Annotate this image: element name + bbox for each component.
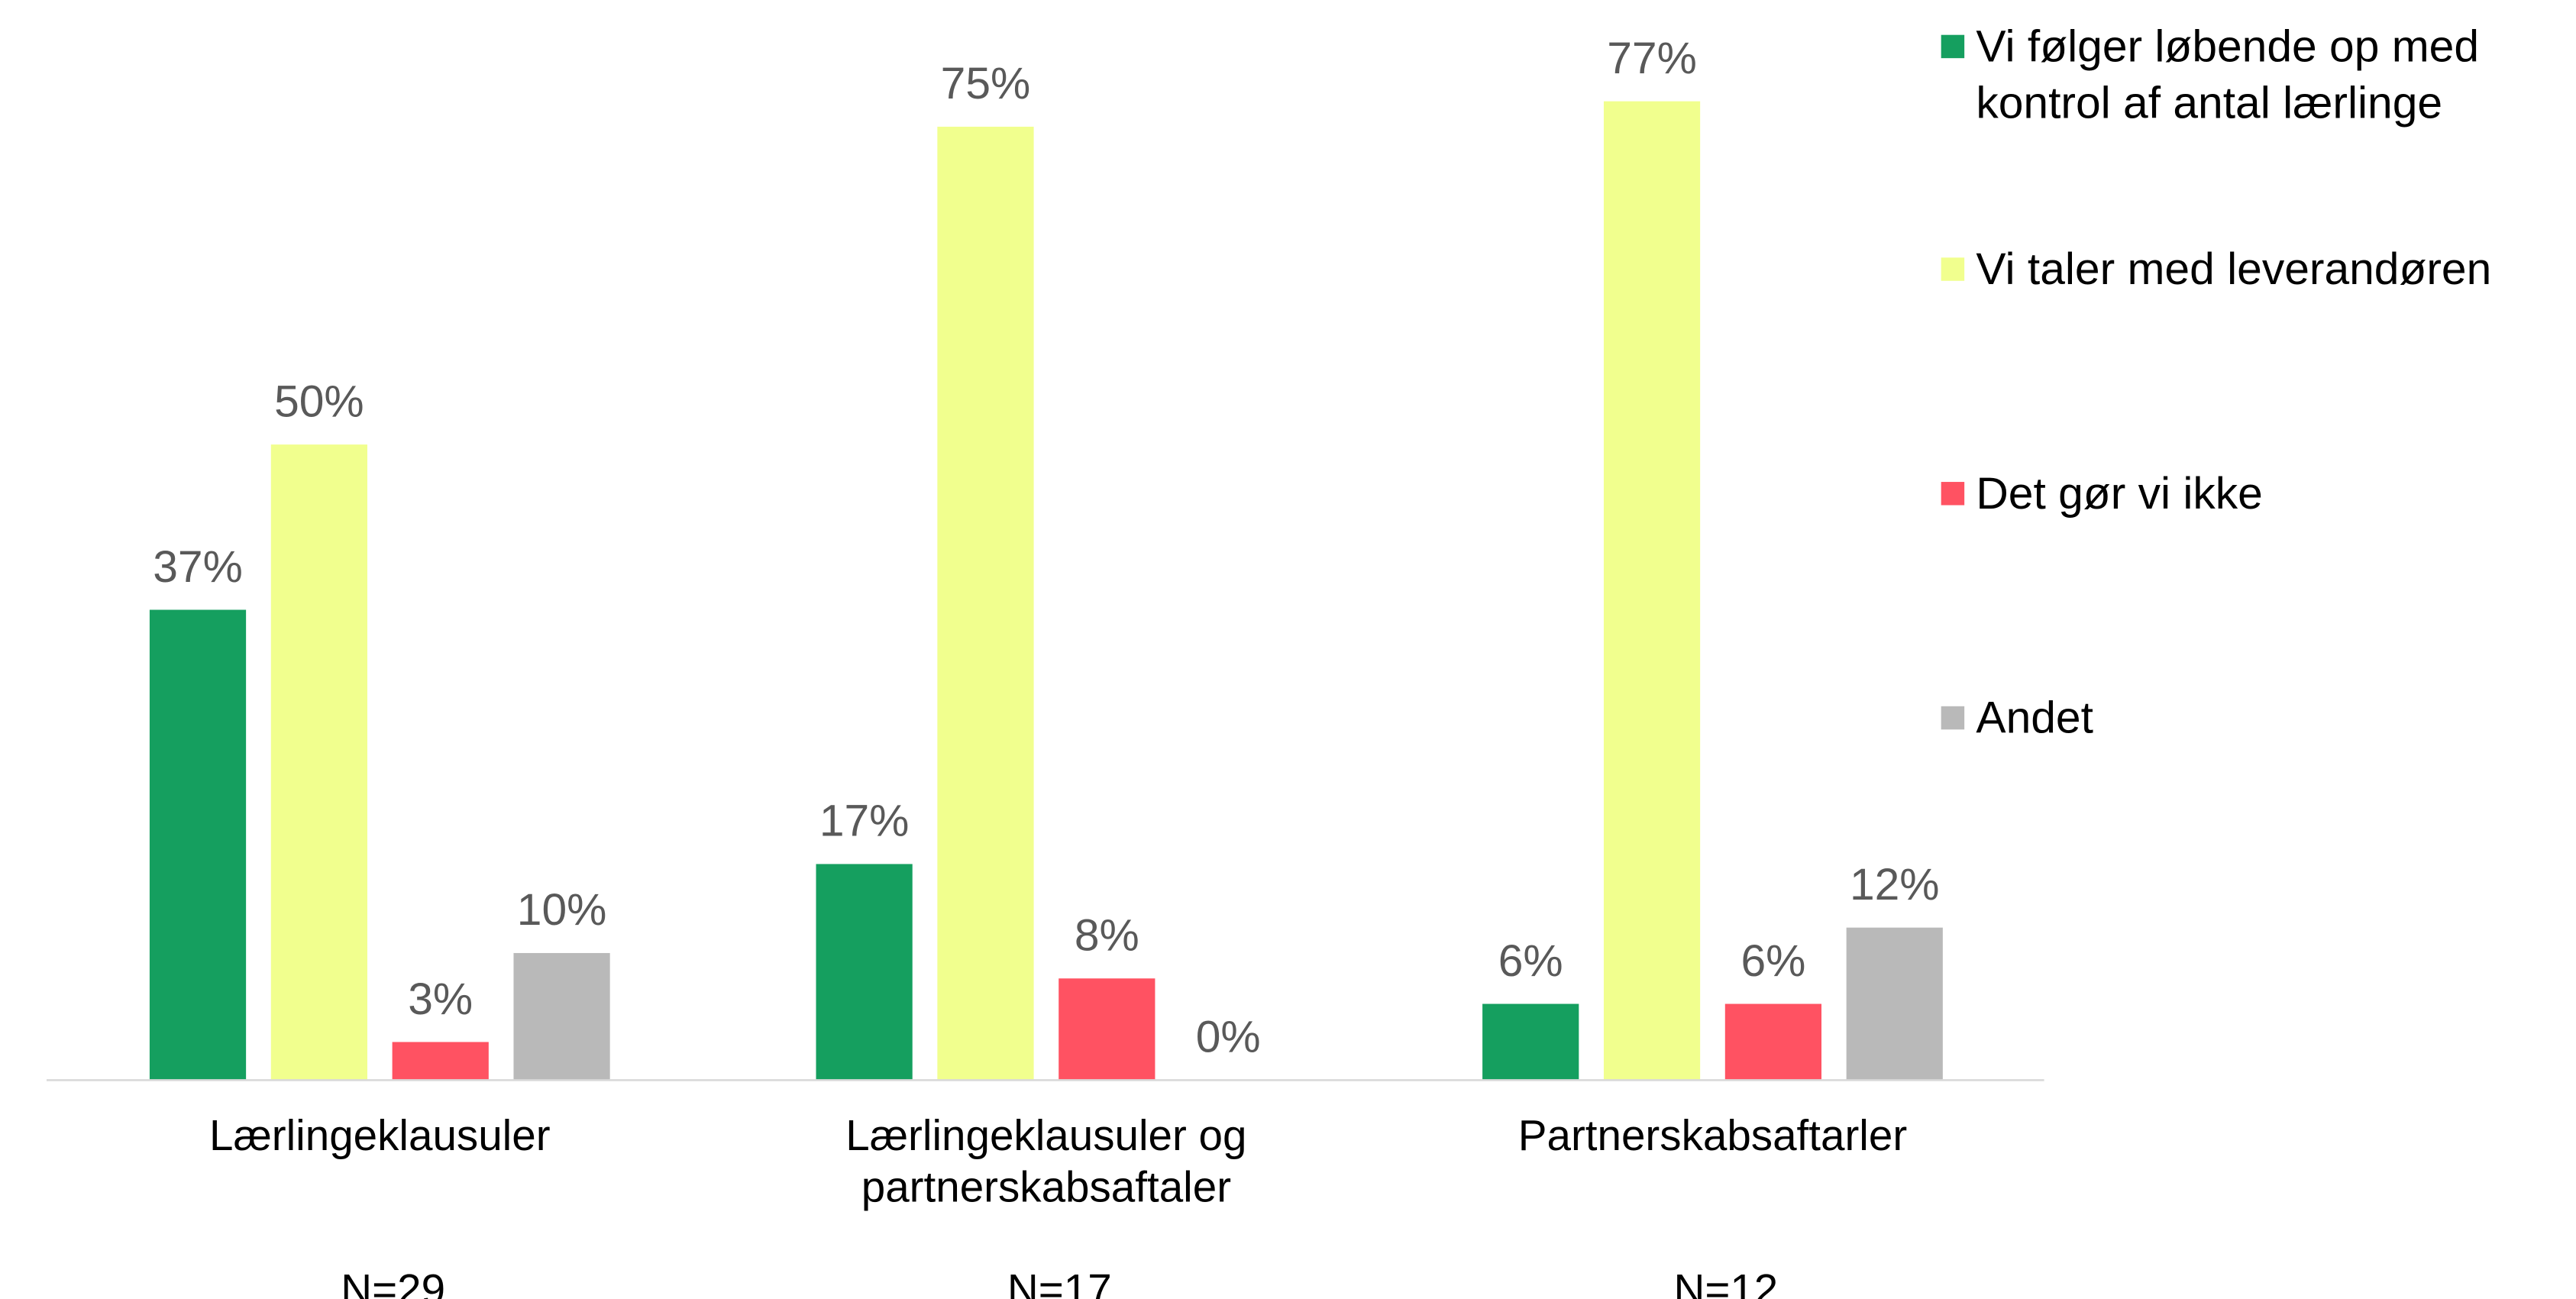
x-tick-label: Lærlingeklausuler og partnerskabsaftaler <box>845 1110 1247 1212</box>
category-note: N=17 <box>1007 1265 1112 1299</box>
bar <box>816 864 913 1081</box>
bar <box>1846 927 1943 1081</box>
value-label: 6% <box>1740 936 1805 986</box>
legend-label-box: Andet <box>1976 693 2093 743</box>
legend-label: Vi følger løbende op med kontrol af anta… <box>1976 21 2479 128</box>
legend-label-box: Det gør vi ikke <box>1976 468 2263 519</box>
value-label: 75% <box>941 59 1031 108</box>
bar <box>513 952 610 1081</box>
value-label: 6% <box>1498 936 1563 986</box>
legend-swatch <box>1941 34 1965 59</box>
legend-swatch <box>1941 257 1965 281</box>
bar <box>270 444 367 1081</box>
legend-label-box: Vi følger løbende op med kontrol af anta… <box>1976 21 2479 128</box>
value-label: 17% <box>819 797 910 846</box>
value-label: 8% <box>1075 911 1139 961</box>
x-tick-label-box: Lærlingeklausuler og partnerskabsaftaler <box>845 1110 1247 1212</box>
legend-swatch <box>1941 706 1965 730</box>
value-label: 3% <box>408 974 473 1024</box>
bar <box>1724 1003 1822 1081</box>
category-note: N=12 <box>1673 1265 1778 1299</box>
legend-label: Andet <box>1976 693 2093 743</box>
value-label: 37% <box>153 542 243 592</box>
category-note: N=29 <box>341 1265 445 1299</box>
x-tick-label: Lærlingeklausuler <box>208 1110 551 1160</box>
value-label: 12% <box>1850 860 1940 910</box>
x-tick-label: Partnerskabsaftarler <box>1517 1110 1908 1160</box>
bar <box>1482 1003 1579 1081</box>
value-label: 10% <box>517 885 607 935</box>
legend-label: Det gør vi ikke <box>1976 468 2263 519</box>
bar <box>937 126 1034 1081</box>
value-label: 0% <box>1196 1013 1261 1062</box>
x-tick-label-box: Partnerskabsaftarler <box>1517 1110 1908 1160</box>
x-tick-label-box: Lærlingeklausuler <box>208 1110 551 1160</box>
legend-label-box: Vi taler med leverandøren <box>1976 244 2492 295</box>
bar <box>1603 101 1701 1081</box>
legend-swatch <box>1941 482 1965 506</box>
bar <box>149 609 247 1081</box>
value-label: 50% <box>274 376 364 426</box>
legend-label: Vi taler med leverandøren <box>1976 244 2492 295</box>
bar <box>392 1042 489 1081</box>
value-label: 77% <box>1607 34 1697 83</box>
bar <box>1059 978 1155 1081</box>
